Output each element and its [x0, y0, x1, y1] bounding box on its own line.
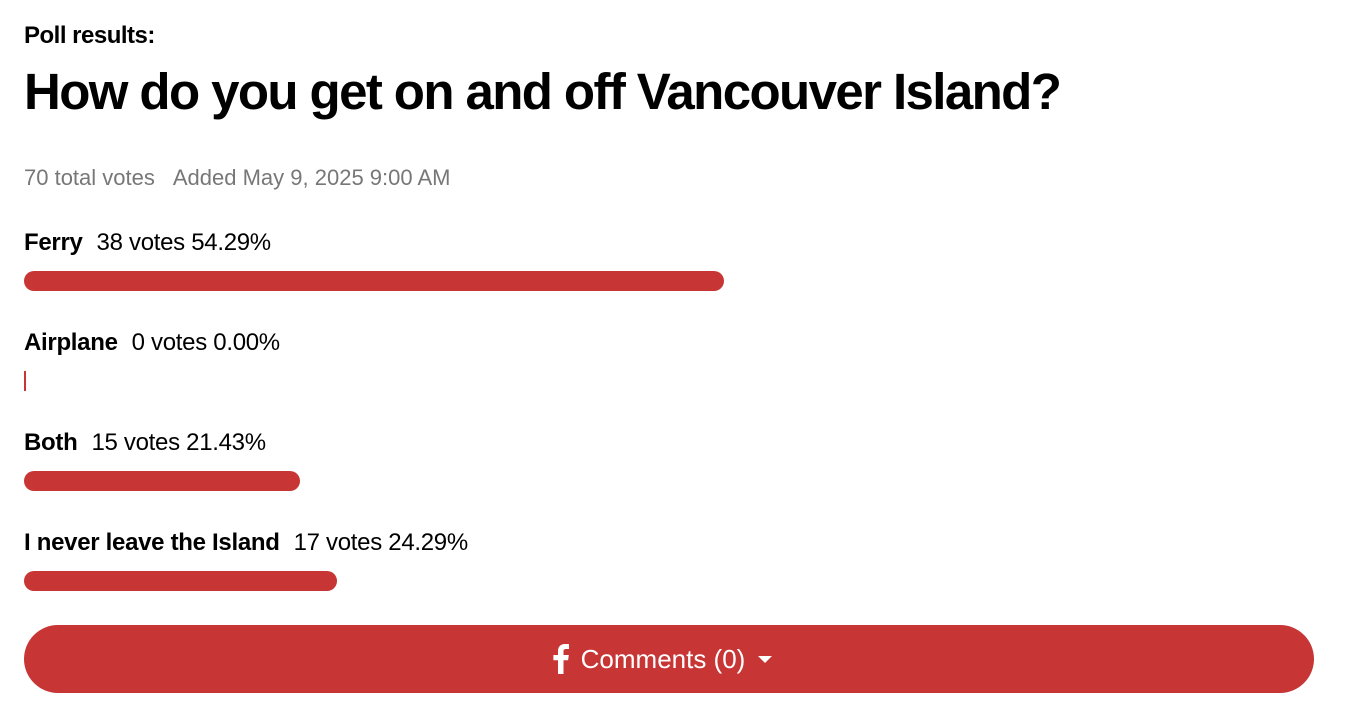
result-bar	[24, 371, 26, 391]
bar-track	[24, 371, 1314, 391]
caret-icon	[758, 656, 773, 663]
option-label: I never leave the Island	[24, 529, 280, 556]
poll-meta: 70 total votes Added May 9, 2025 9:00 AM	[24, 165, 451, 191]
option-percent: 0.00%	[213, 329, 280, 356]
option-votes: 17 votes	[293, 529, 383, 556]
option-votes: 15 votes	[91, 429, 180, 456]
option-header: I never leave the Island 17 votes 24.29%	[24, 529, 1314, 557]
option-percent: 21.43%	[186, 429, 266, 456]
option-label: Airplane	[24, 329, 118, 356]
poll-title: How do you get on and off Vancouver Isla…	[24, 63, 1062, 120]
bar-track	[24, 571, 1314, 591]
bar-track	[24, 471, 1314, 491]
comments-label: Comments (0)	[580, 643, 746, 674]
option-label: Both	[24, 429, 78, 456]
poll-option: I never leave the Island 17 votes 24.29%	[24, 529, 1314, 609]
result-bar	[24, 271, 725, 291]
option-header: Ferry 38 votes 54.29%	[24, 229, 1314, 257]
poll-option: Airplane 0 votes 0.00%	[24, 329, 1314, 409]
poll-option: Ferry 38 votes 54.29%	[24, 229, 1314, 309]
kicker: Poll results:	[24, 22, 155, 49]
result-bar	[24, 471, 301, 491]
total-votes: 70 total votes	[24, 165, 155, 190]
poll-option: Both 15 votes 21.43%	[24, 429, 1314, 509]
added-date: Added May 9, 2025 9:00 AM	[172, 165, 451, 190]
option-votes: 0 votes	[131, 329, 208, 356]
result-bar	[24, 571, 338, 591]
option-header: Airplane 0 votes 0.00%	[24, 329, 1314, 357]
option-percent: 54.29%	[191, 229, 271, 256]
facebook-icon	[553, 644, 569, 674]
option-header: Both 15 votes 21.43%	[24, 429, 1314, 457]
bar-track	[24, 271, 1314, 291]
comments-button[interactable]: Comments (0)	[24, 625, 1314, 693]
option-votes: 38 votes	[96, 229, 186, 256]
option-percent: 24.29%	[388, 529, 468, 556]
option-label: Ferry	[24, 229, 83, 256]
